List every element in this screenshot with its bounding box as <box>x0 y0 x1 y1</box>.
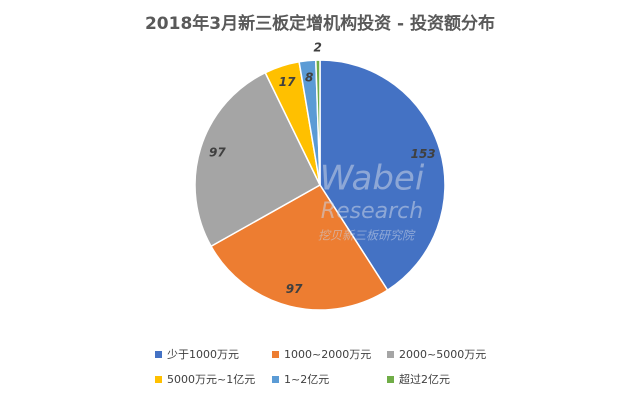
watermark-text: 挖贝新三板研究院 <box>318 229 416 243</box>
pie-slice <box>315 59 321 186</box>
legend-label: 少于1000万元 <box>167 348 239 361</box>
value-label: 8 <box>305 71 313 85</box>
legend-swatch <box>272 351 279 358</box>
legend-swatch <box>387 376 394 383</box>
legend-label: 1~2亿元 <box>284 373 329 386</box>
value-label: 2 <box>314 41 322 55</box>
value-label: 17 <box>279 75 296 89</box>
chart-title: 2018年3月新三板定增机构投资 - 投资额分布 <box>145 13 495 34</box>
legend-label: 2000~5000万元 <box>399 348 486 361</box>
watermark-text: Wabei <box>320 159 425 199</box>
pie-slice <box>210 183 389 311</box>
legend-label: 超过2亿元 <box>399 372 450 386</box>
legend-label: 1000~2000万元 <box>284 348 371 361</box>
legend-label: 5000万元~1亿元 <box>167 373 255 386</box>
watermark-text: Research <box>321 199 423 224</box>
legend-swatch <box>387 351 394 358</box>
legend-swatch <box>155 351 162 358</box>
legend-swatch <box>155 376 162 383</box>
pie-slice <box>194 71 321 248</box>
value-label: 97 <box>209 145 226 159</box>
legend-swatch <box>272 376 279 383</box>
value-label: 97 <box>286 282 303 296</box>
value-label: 153 <box>411 147 436 161</box>
